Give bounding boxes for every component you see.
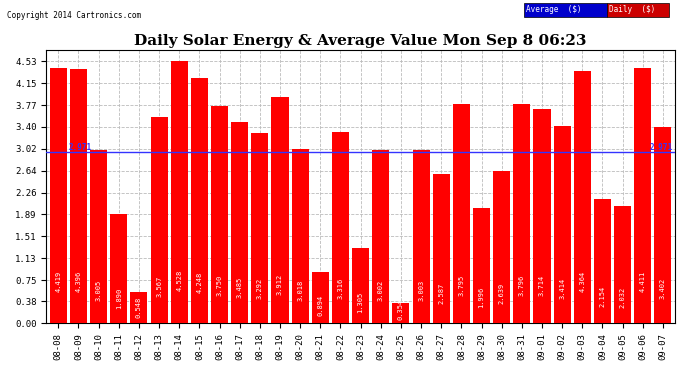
Bar (352, 248, 369, 323)
Bar (433, 174, 450, 323)
Text: 0.354: 0.354 (398, 298, 404, 320)
Bar (493, 171, 510, 323)
Bar (110, 214, 128, 323)
Text: 1.890: 1.890 (116, 288, 121, 309)
Text: 4.248: 4.248 (197, 272, 202, 293)
Bar (90, 150, 107, 323)
Text: 3.485: 3.485 (237, 277, 243, 298)
Text: 0.548: 0.548 (136, 297, 142, 318)
Text: 3.750: 3.750 (217, 275, 223, 296)
Text: 1.996: 1.996 (479, 287, 484, 308)
Text: 1.305: 1.305 (357, 292, 364, 313)
Text: 2.639: 2.639 (499, 283, 504, 304)
Text: 3.018: 3.018 (297, 280, 303, 301)
Bar (70, 69, 87, 323)
Bar (191, 78, 208, 323)
Text: 2.971: 2.971 (650, 142, 673, 152)
Text: 4.396: 4.396 (75, 270, 81, 292)
Text: 4.411: 4.411 (640, 270, 646, 292)
Bar (332, 132, 349, 323)
Text: 3.316: 3.316 (337, 278, 344, 299)
Text: 3.292: 3.292 (257, 278, 263, 299)
Text: 2.971: 2.971 (68, 142, 92, 152)
Bar (654, 127, 671, 323)
Text: 3.402: 3.402 (660, 278, 666, 298)
Bar (150, 117, 168, 323)
Bar (473, 208, 490, 323)
Text: 2.032: 2.032 (620, 287, 626, 308)
Text: 0.894: 0.894 (317, 295, 324, 316)
Text: 3.796: 3.796 (519, 274, 525, 296)
Bar (312, 272, 329, 323)
Text: 3.795: 3.795 (458, 274, 464, 296)
Text: 3.414: 3.414 (559, 277, 565, 298)
Text: 4.364: 4.364 (580, 271, 585, 292)
Text: 3.912: 3.912 (277, 274, 283, 295)
Text: Average  ($): Average ($) (526, 5, 581, 14)
Text: 2.587: 2.587 (438, 283, 444, 304)
Text: 3.003: 3.003 (418, 280, 424, 302)
Bar (413, 150, 430, 323)
Text: 3.567: 3.567 (156, 276, 162, 297)
Bar (453, 104, 470, 323)
Bar (271, 97, 288, 323)
Bar (251, 133, 268, 323)
Bar (50, 68, 67, 323)
Bar (130, 292, 148, 323)
Bar (372, 150, 389, 323)
Text: 3.005: 3.005 (96, 280, 101, 302)
Bar (513, 104, 531, 323)
Bar (614, 206, 631, 323)
Text: 4.419: 4.419 (55, 270, 61, 292)
Text: 3.002: 3.002 (377, 280, 384, 302)
Title: Daily Solar Energy & Average Value Mon Sep 8 06:23: Daily Solar Energy & Average Value Mon S… (135, 34, 587, 48)
Bar (594, 199, 611, 323)
Text: 2.154: 2.154 (600, 286, 605, 307)
Bar (634, 68, 651, 323)
Bar (292, 149, 308, 323)
Bar (231, 122, 248, 323)
Text: Daily  ($): Daily ($) (609, 5, 655, 14)
Bar (211, 106, 228, 323)
Bar (573, 71, 591, 323)
Bar (553, 126, 571, 323)
Text: Copyright 2014 Cartronics.com: Copyright 2014 Cartronics.com (7, 11, 141, 20)
Bar (393, 303, 409, 323)
Bar (533, 108, 551, 323)
Text: 4.528: 4.528 (176, 270, 182, 291)
Bar (170, 62, 188, 323)
Text: 3.714: 3.714 (539, 275, 545, 297)
